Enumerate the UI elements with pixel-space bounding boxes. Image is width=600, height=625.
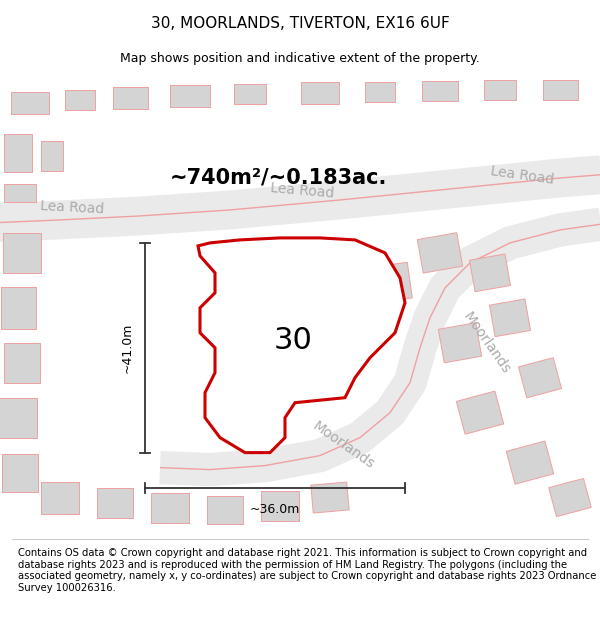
Text: 30, MOORLANDS, TIVERTON, EX16 6UF: 30, MOORLANDS, TIVERTON, EX16 6UF bbox=[151, 16, 449, 31]
Text: ~36.0m: ~36.0m bbox=[250, 503, 300, 516]
Text: Moorlands: Moorlands bbox=[310, 419, 377, 472]
Polygon shape bbox=[11, 92, 49, 114]
Polygon shape bbox=[469, 254, 511, 292]
Polygon shape bbox=[151, 492, 189, 522]
Text: Lea Road: Lea Road bbox=[40, 199, 104, 217]
Text: ~41.0m: ~41.0m bbox=[121, 322, 133, 373]
Polygon shape bbox=[261, 491, 299, 521]
Polygon shape bbox=[319, 302, 362, 343]
Polygon shape bbox=[2, 454, 38, 491]
Text: Lea Road: Lea Road bbox=[490, 164, 556, 186]
Polygon shape bbox=[234, 84, 266, 104]
Text: Contains OS data © Crown copyright and database right 2021. This information is : Contains OS data © Crown copyright and d… bbox=[18, 548, 596, 592]
Polygon shape bbox=[113, 87, 148, 109]
Text: Map shows position and indicative extent of the property.: Map shows position and indicative extent… bbox=[120, 52, 480, 65]
Polygon shape bbox=[65, 90, 95, 110]
Polygon shape bbox=[311, 482, 349, 513]
Polygon shape bbox=[439, 322, 482, 362]
Polygon shape bbox=[170, 85, 210, 107]
Polygon shape bbox=[506, 441, 554, 484]
Polygon shape bbox=[3, 233, 41, 273]
Polygon shape bbox=[4, 134, 32, 172]
Text: 30: 30 bbox=[274, 326, 313, 355]
Polygon shape bbox=[207, 496, 243, 524]
Polygon shape bbox=[549, 478, 591, 517]
Polygon shape bbox=[41, 482, 79, 514]
Polygon shape bbox=[418, 232, 463, 273]
Polygon shape bbox=[4, 342, 40, 382]
Polygon shape bbox=[490, 299, 530, 337]
Polygon shape bbox=[484, 80, 516, 100]
Polygon shape bbox=[365, 82, 395, 102]
Polygon shape bbox=[198, 238, 405, 452]
Polygon shape bbox=[217, 242, 263, 284]
Polygon shape bbox=[97, 488, 133, 518]
Polygon shape bbox=[518, 357, 562, 398]
Polygon shape bbox=[41, 141, 63, 171]
Polygon shape bbox=[368, 262, 412, 303]
Text: Lea Road: Lea Road bbox=[270, 181, 335, 201]
Text: ~740m²/~0.183ac.: ~740m²/~0.183ac. bbox=[170, 168, 388, 188]
Polygon shape bbox=[301, 82, 339, 104]
Polygon shape bbox=[1, 287, 35, 329]
Polygon shape bbox=[275, 273, 316, 312]
Polygon shape bbox=[0, 398, 37, 437]
Polygon shape bbox=[542, 80, 577, 100]
Polygon shape bbox=[4, 184, 36, 202]
Text: Moorlands: Moorlands bbox=[460, 309, 513, 376]
Polygon shape bbox=[422, 81, 458, 101]
Polygon shape bbox=[456, 391, 504, 434]
